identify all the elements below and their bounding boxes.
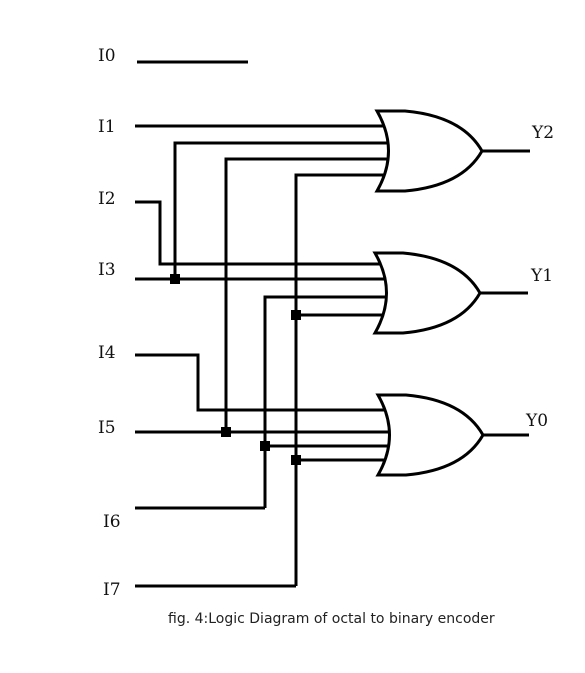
input-label-i5: I5: [98, 418, 116, 438]
or-gate-y0: [375, 393, 485, 477]
output-label-y0: Y0: [525, 411, 548, 431]
input-label-i0: I0: [98, 46, 116, 66]
input-label-i7: I7: [103, 580, 121, 600]
junction-dot: [291, 455, 301, 465]
junction-dot: [260, 441, 270, 451]
input-label-i4: I4: [98, 343, 116, 363]
junction-dot: [291, 310, 301, 320]
output-label-y2: Y2: [531, 123, 554, 143]
input-label-i6: I6: [103, 512, 121, 532]
output-label-y1: Y1: [530, 266, 553, 286]
wire-i7-to-y2: [294, 173, 390, 586]
input-label-i2: I2: [98, 189, 116, 209]
input-label-i3: I3: [98, 260, 116, 280]
junction-dot: [221, 427, 231, 437]
figure-caption: fig. 4:Logic Diagram of octal to binary …: [168, 611, 495, 627]
wire-i3-to-y2: [173, 141, 390, 279]
wire-i2: [135, 200, 390, 266]
junction-dot: [170, 274, 180, 284]
or-gate-y2: [374, 109, 484, 193]
input-label-i1: I1: [98, 117, 116, 137]
wire-i4: [135, 353, 390, 412]
wire-i6-to-y1: [263, 295, 390, 508]
or-gate-y1: [372, 251, 482, 335]
wire-i5-to-y2: [224, 157, 390, 432]
